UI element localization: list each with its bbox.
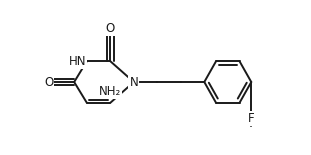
Text: NH₂: NH₂ — [99, 85, 121, 98]
Text: O: O — [106, 22, 115, 35]
Text: F: F — [248, 112, 255, 125]
Text: HN: HN — [68, 55, 86, 68]
Text: O: O — [44, 75, 53, 89]
Text: N: N — [129, 75, 138, 89]
